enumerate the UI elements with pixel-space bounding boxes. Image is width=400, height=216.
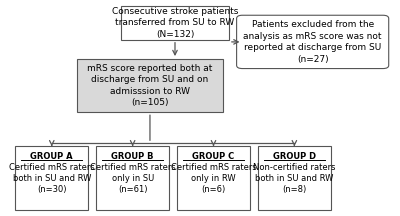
Text: GROUP B: GROUP B xyxy=(111,152,154,161)
FancyBboxPatch shape xyxy=(77,59,223,112)
Text: Consecutive stroke patients
transferred from SU to RW
(N=132): Consecutive stroke patients transferred … xyxy=(112,7,238,39)
Text: Non-certified raters
both in SU and RW
(n=8): Non-certified raters both in SU and RW (… xyxy=(253,163,336,194)
Text: Certified mRS raters
only in RW
(n=6): Certified mRS raters only in RW (n=6) xyxy=(171,163,256,194)
Text: GROUP A: GROUP A xyxy=(30,152,73,161)
FancyBboxPatch shape xyxy=(121,6,229,40)
FancyBboxPatch shape xyxy=(237,15,389,68)
FancyBboxPatch shape xyxy=(96,146,169,210)
FancyBboxPatch shape xyxy=(258,146,331,210)
Text: Patients excluded from the
analysis as mRS score was not
reported at discharge f: Patients excluded from the analysis as m… xyxy=(244,20,382,64)
Text: GROUP D: GROUP D xyxy=(273,152,316,161)
Text: GROUP C: GROUP C xyxy=(192,152,235,161)
Text: Certified mRS raters
both in SU and RW
(n=30): Certified mRS raters both in SU and RW (… xyxy=(9,163,95,194)
FancyBboxPatch shape xyxy=(177,146,250,210)
Text: mRS score reported both at
discharge from SU and on
admisssion to RW
(n=105): mRS score reported both at discharge fro… xyxy=(87,64,213,107)
Text: Certified mRS raters
only in SU
(n=61): Certified mRS raters only in SU (n=61) xyxy=(90,163,176,194)
FancyBboxPatch shape xyxy=(15,146,88,210)
